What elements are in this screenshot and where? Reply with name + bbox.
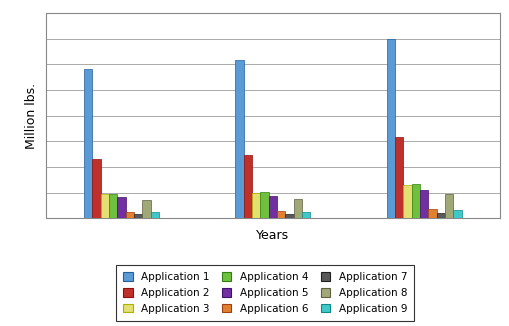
Bar <box>134 214 142 218</box>
Bar <box>403 185 411 218</box>
Bar <box>84 69 92 218</box>
Bar <box>92 158 101 218</box>
Bar <box>268 196 276 218</box>
X-axis label: Years: Years <box>256 229 289 242</box>
Bar <box>109 194 117 218</box>
Bar <box>260 192 268 218</box>
Bar <box>436 213 444 218</box>
Bar <box>117 197 125 218</box>
Bar <box>444 194 453 218</box>
Bar <box>293 199 301 218</box>
Bar <box>386 39 394 218</box>
Bar <box>125 212 134 218</box>
Bar <box>453 210 461 218</box>
Bar <box>419 190 428 218</box>
Bar <box>285 214 293 218</box>
Bar <box>243 155 251 218</box>
Bar <box>394 137 403 218</box>
Bar <box>101 194 109 218</box>
Bar <box>150 213 159 218</box>
Bar <box>428 209 436 218</box>
Bar <box>411 184 419 218</box>
Y-axis label: Million lbs.: Million lbs. <box>25 83 38 149</box>
Bar <box>251 193 260 218</box>
Bar <box>142 200 150 218</box>
Legend: Application 1, Application 2, Application 3, Application 4, Application 5, Appli: Application 1, Application 2, Applicatio… <box>116 265 413 321</box>
Bar <box>276 211 285 218</box>
Bar <box>235 60 243 218</box>
Bar <box>301 212 309 218</box>
